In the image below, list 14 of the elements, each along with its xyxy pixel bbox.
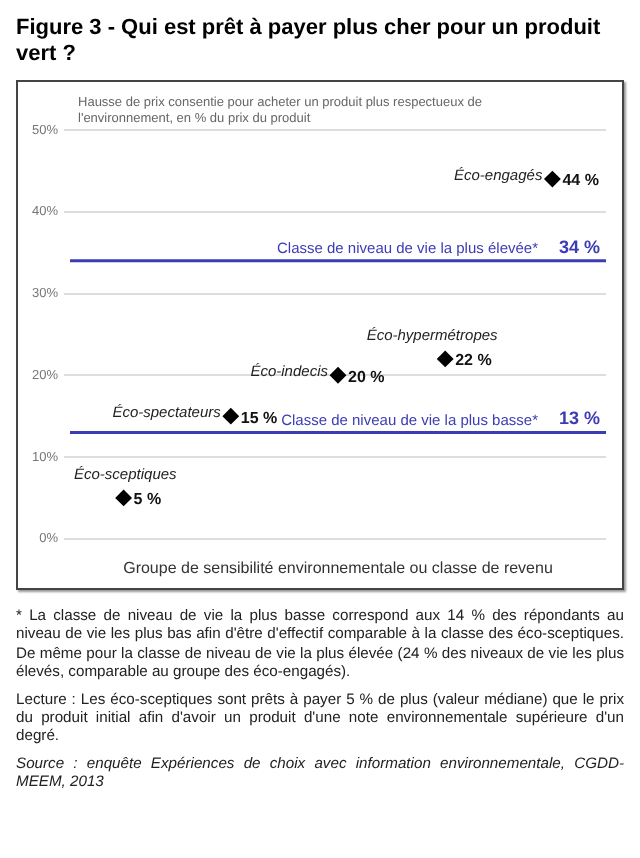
- data-label: 44 %: [562, 171, 599, 190]
- annotation: 34 %: [558, 236, 600, 257]
- x-axis-title: Groupe de sensibilité environnementale ou classe de revenu: [123, 558, 553, 577]
- chart-title: Figure 3 - Qui est prêt à payer plus cher pour un produit vert ?: [16, 16, 603, 68]
- annotation: 13 %: [558, 408, 600, 429]
- data-label: 20 %: [348, 367, 385, 386]
- data-label: 22 %: [455, 351, 492, 370]
- point: [330, 367, 347, 384]
- point: [437, 350, 454, 367]
- point: [544, 171, 561, 188]
- point: [222, 408, 239, 425]
- data-label: 15 %: [240, 408, 278, 427]
- point: [115, 489, 132, 506]
- data-label: 5 %: [133, 490, 162, 509]
